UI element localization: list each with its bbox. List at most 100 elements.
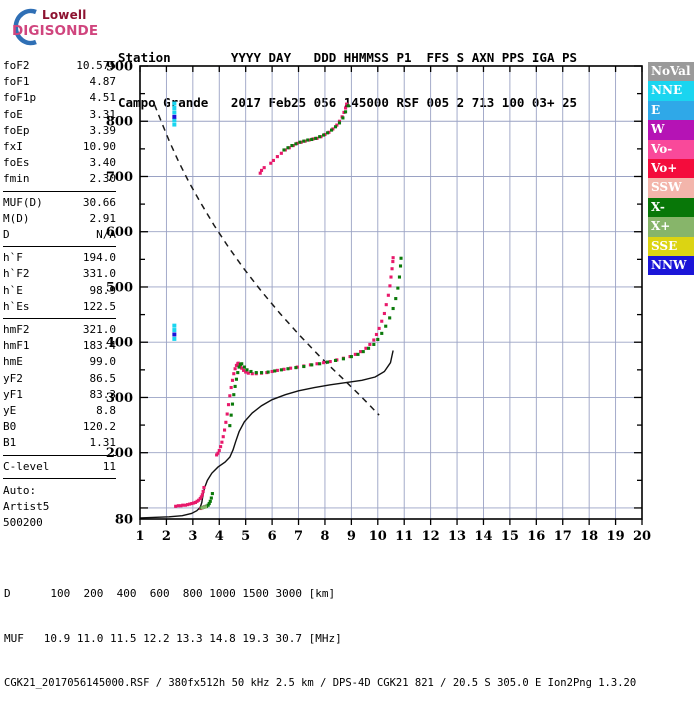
echo-point [361,350,365,354]
echo-point [179,504,183,508]
param-value: 3.40 [89,156,117,170]
echo-point [282,148,286,152]
param-value: 2.91 [89,211,117,225]
x-tick-label: 16 [527,529,545,544]
echo-point [172,323,177,328]
echo-point [302,364,306,369]
echo-point [232,393,236,397]
legend-item-x-plus[interactable]: X+ [648,217,694,237]
param-key: hmF2 [3,323,30,337]
divider [3,190,116,192]
echo-point [341,116,345,120]
muf-row: MUF 10.9 11.0 11.5 12.2 13.3 14.8 19.3 3… [4,632,342,645]
echo-point [172,328,177,333]
echo-point [394,297,398,301]
echo-point [210,492,214,496]
legend-item-x-minus[interactable]: X- [648,197,694,218]
echo-point [270,369,274,374]
echo-point [203,505,208,509]
legend-label: X- [651,199,665,214]
echo-point [172,101,177,106]
logo-digisonde-text: DIGISONDE [12,23,99,39]
param-row: h`E 98.9 [3,283,116,299]
param-row: D N/A [3,227,116,243]
echo-point [396,286,400,290]
legend-item-noval[interactable]: NoVal [648,62,694,82]
echo-point [259,168,264,172]
logo-lowell-text: Lowell [42,8,87,22]
echo-point [198,497,202,501]
echo-point [322,361,326,365]
echo-point [172,336,177,341]
echo-point [266,370,270,374]
legend-label: NoVal [651,64,691,78]
param-key: M(D) [3,211,30,225]
echo-point [246,371,250,375]
x-tick-label: 8 [320,529,329,544]
legend-item-vo-minus[interactable]: Vo- [648,139,694,159]
legend-item-nne[interactable]: NNE [648,81,694,101]
param-value: 321.0 [82,323,116,337]
echo-point [282,367,286,371]
legend-label: SSW [651,180,682,195]
divider [3,318,116,320]
echo-point [335,123,339,127]
echo-point [207,501,211,506]
echo-point [242,365,246,369]
echo-point [298,140,302,144]
echo-point [219,445,223,449]
param-key: fxI [3,140,23,154]
echo-point [384,303,388,307]
echo-point [245,368,249,372]
echo-point [294,142,298,146]
echo-point [249,369,253,374]
param-row: foE 3.31 [3,107,116,123]
echo-point [271,158,275,163]
legend-label: X+ [651,219,671,234]
echo-point [226,403,231,407]
station-header-labels: Station YYYY DAY DDD HHMMSS P1 FFS S AXN… [118,50,578,65]
x-tick-label: 3 [188,529,197,544]
echo-point [376,337,380,342]
echo-point [368,342,372,346]
echo-point [234,377,238,381]
param-row: h`Es 122.5 [3,299,116,315]
legend-item-nnw[interactable]: NNW [648,255,694,276]
echo-series-6 [200,505,208,510]
param-row: foEs 3.40 [3,155,116,171]
legend-item-e[interactable]: E [648,100,694,121]
param-row: foF1 4.87 [3,74,116,90]
x-tick-label: 13 [448,529,466,544]
param-value: 4.51 [89,91,117,105]
echo-point [290,144,294,148]
legend-item-w[interactable]: W [648,120,694,140]
param-key: h`E [3,283,23,297]
echo-point [230,402,235,406]
echo-point [215,453,219,457]
param-key: hmF1 [3,339,30,353]
echo-point [273,369,277,373]
legend-item-ssw[interactable]: SSW [648,178,694,198]
param-row: foF2 10.575 [3,58,116,74]
echo-point [279,368,283,372]
legend-item-sse[interactable]: SSE [648,236,694,256]
param-row: hmE 99.0 [3,354,116,370]
echo-point [391,256,395,260]
echo-point [388,316,392,320]
param-row: yE 8.8 [3,403,116,419]
param-key: B0 [3,420,17,434]
param-key: C-level [3,459,50,473]
echo-point [275,368,279,372]
echo-point [222,428,227,432]
echo-point [193,500,198,504]
legend-item-vo-plus[interactable]: Vo+ [648,158,694,179]
echo-point [302,139,306,143]
echo-series-4 [172,101,177,341]
echo-point [399,256,403,260]
divider [3,477,116,479]
param-value: 11 [102,459,116,473]
x-tick-label: 2 [162,529,171,544]
x-tick-label: 9 [347,529,356,544]
autoscaler-label: Auto: [3,483,37,497]
